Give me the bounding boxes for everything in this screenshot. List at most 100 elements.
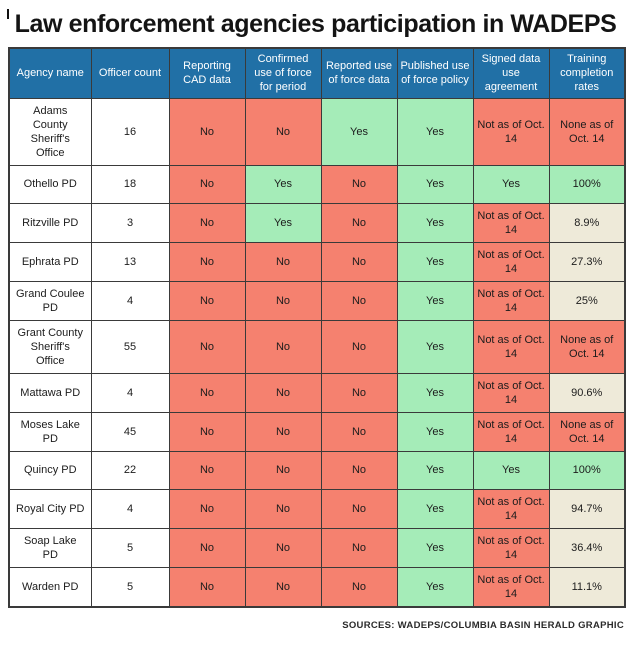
agency-name-cell: Ritzville PD [8,202,92,243]
column-header-1: Officer count [90,47,170,99]
column-header-7: Training completion rates [548,47,626,99]
status-cell: No [168,411,246,452]
agency-name-cell: Adams County Sheriff's Office [8,97,92,166]
column-header-2: Reporting CAD data [168,47,246,99]
table-row: Grand Coulee PD 4 No No No Yes Not as of Oct. … [8,280,626,321]
status-cell: No [244,488,322,529]
table-row: Mattawa PD 4 No No No Yes Not as of Oct. 14 90.… [8,372,626,413]
status-cell: Yes [396,527,474,568]
agency-name-cell: Soap Lake PD [8,527,92,568]
column-header-6: Signed data use agreement [472,47,550,99]
status-cell: Yes [472,164,550,204]
status-cell: No [168,280,246,321]
status-cell: No [320,164,398,204]
table-row: Moses Lake PD 45 No No No Yes Not as of Oct. 1… [8,411,626,452]
status-cell: Yes [396,566,474,607]
status-cell: No [168,450,246,490]
status-cell: Yes [396,280,474,321]
status-cell: Yes [396,241,474,282]
status-cell: No [244,566,322,607]
officer-count-cell: 4 [90,280,170,321]
status-cell: Yes [396,319,474,374]
status-cell: Yes [320,97,398,166]
status-cell: 8.9% [548,202,626,243]
officer-count-cell: 13 [90,241,170,282]
officer-count-cell: 5 [90,566,170,607]
status-cell: Not as of Oct. 14 [472,280,550,321]
column-header-0: Agency name [8,47,92,99]
agency-name-cell: Mattawa PD [8,372,92,413]
status-cell: No [244,411,322,452]
status-cell: Not as of Oct. 14 [472,97,550,166]
status-cell: 27.3% [548,241,626,282]
status-cell: No [244,241,322,282]
officer-count-cell: 22 [90,450,170,490]
status-cell: No [168,319,246,374]
status-cell: No [168,241,246,282]
status-cell: Not as of Oct. 14 [472,319,550,374]
status-cell: 25% [548,280,626,321]
status-cell: 36.4% [548,527,626,568]
status-cell: Yes [396,411,474,452]
status-cell: No [168,488,246,529]
status-cell: None as of Oct. 14 [548,411,626,452]
agency-name-cell: Grant County Sheriff's Office [8,319,92,374]
status-cell: No [320,372,398,413]
status-cell: 94.7% [548,488,626,529]
status-cell: 100% [548,164,626,204]
status-cell: 100% [548,450,626,490]
status-cell: Yes [396,488,474,529]
table-row: Quincy PD 22 No No No Yes Yes 100% [8,450,626,490]
officer-count-cell: 4 [90,488,170,529]
officer-count-cell: 45 [90,411,170,452]
status-cell: No [320,319,398,374]
status-cell: Yes [472,450,550,490]
status-cell: 90.6% [548,372,626,413]
corner-mark [7,9,9,19]
table-row: Ephrata PD 13 No No No Yes Not as of Oct. 14 27… [8,241,626,282]
status-cell: None as of Oct. 14 [548,97,626,166]
column-header-3: Confirmed use of force for period [244,47,322,99]
table-row: Soap Lake PD 5 No No No Yes Not as of Oct. 14 3… [8,527,626,568]
status-cell: No [168,566,246,607]
table-row: Ritzville PD 3 No Yes No Yes Not as of Oct. 14… [8,202,626,243]
status-cell: No [168,97,246,166]
agency-name-cell: Warden PD [8,566,92,607]
status-cell: Not as of Oct. 14 [472,411,550,452]
table-row: Grant County Sheriff's Office 55 No No No Yes… [8,319,626,374]
officer-count-cell: 3 [90,202,170,243]
status-cell: No [168,202,246,243]
status-cell: Not as of Oct. 14 [472,488,550,529]
status-cell: Yes [396,97,474,166]
status-cell: Yes [396,202,474,243]
agency-name-cell: Ephrata PD [8,241,92,282]
status-cell: Not as of Oct. 14 [472,566,550,607]
status-cell: No [168,164,246,204]
status-cell: 11.1% [548,566,626,607]
table-row: Royal City PD 4 No No No Yes Not as of Oct. 14… [8,488,626,529]
infographic: Law enforcement agencies participation i… [0,9,631,631]
status-cell: Yes [244,202,322,243]
status-cell: Yes [396,372,474,413]
table-header-row: Agency name Officer count Reporting CAD da… [8,47,626,99]
officer-count-cell: 18 [90,164,170,204]
status-cell: No [244,372,322,413]
status-cell: No [168,372,246,413]
officer-count-cell: 55 [90,319,170,374]
status-cell: Yes [244,164,322,204]
officer-count-cell: 4 [90,372,170,413]
page-title: Law enforcement agencies participation i… [14,10,617,38]
table-row: Adams County Sheriff's Office 16 No No Yes Ye… [8,97,626,166]
status-cell: No [244,450,322,490]
officer-count-cell: 16 [90,97,170,166]
agency-name-cell: Quincy PD [8,450,92,490]
column-header-4: Reported use of force data [320,47,398,99]
agency-name-cell: Othello PD [8,164,92,204]
status-cell: No [244,319,322,374]
status-cell: No [320,280,398,321]
column-header-5: Published use of force policy [396,47,474,99]
status-cell: No [244,280,322,321]
participation-table: Agency name Officer count Reporting CAD da… [8,47,626,608]
status-cell: None as of Oct. 14 [548,319,626,374]
officer-count-cell: 5 [90,527,170,568]
